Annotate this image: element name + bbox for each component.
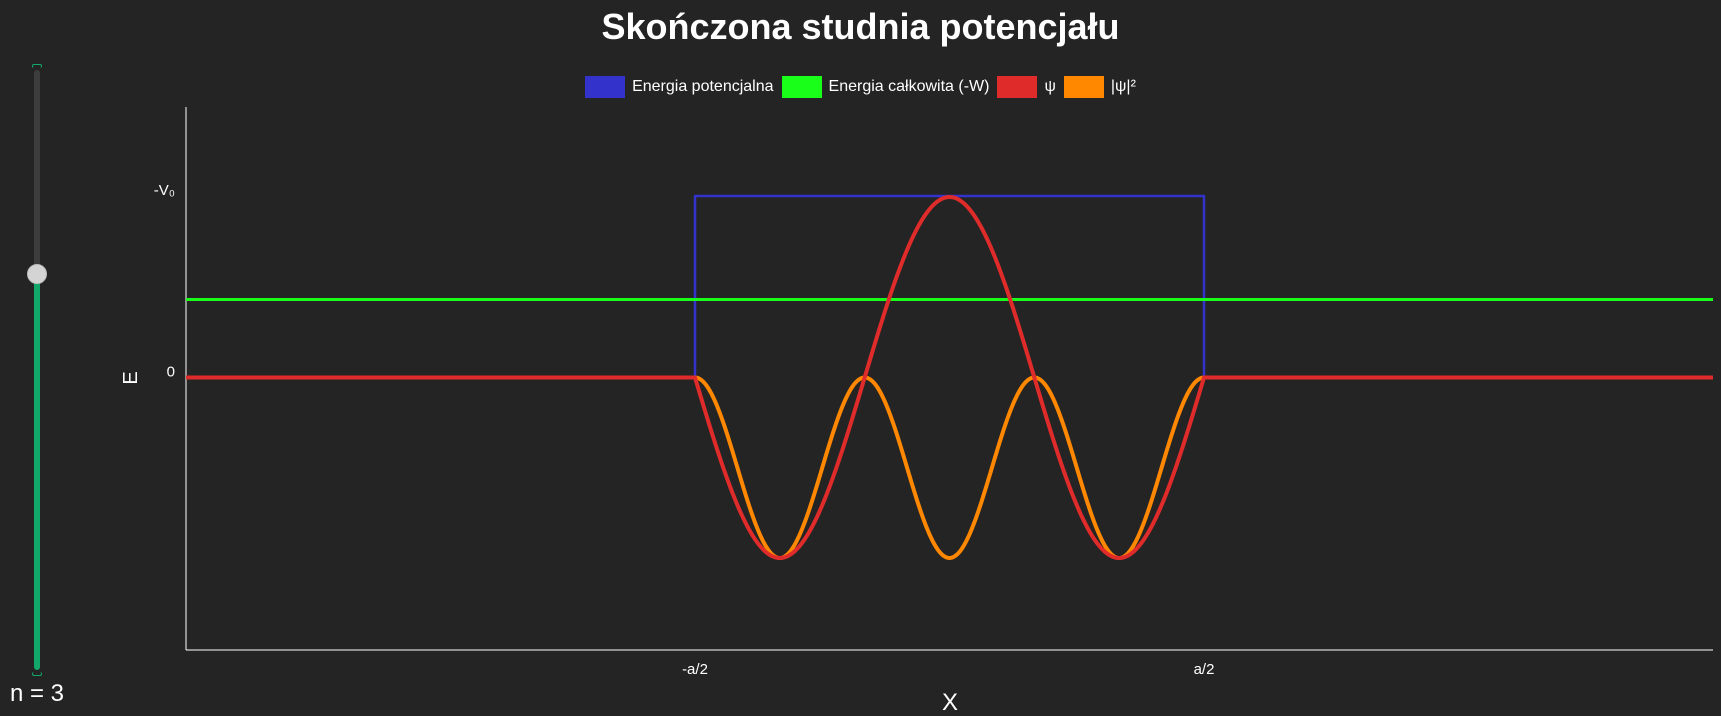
n-slider[interactable] bbox=[26, 64, 48, 676]
n-label-value: 3 bbox=[50, 680, 65, 707]
legend-item-potential: Energia potencjalna bbox=[585, 76, 774, 98]
y-axis-label: E bbox=[120, 371, 142, 384]
legend-swatch-psi_squared bbox=[1063, 76, 1104, 98]
slider-thumb[interactable] bbox=[27, 264, 47, 284]
legend-label-psi_squared: |ψ|² bbox=[1110, 78, 1136, 95]
psi-line bbox=[185, 195, 1714, 560]
legend-item-psi_squared: |ψ|² bbox=[1063, 76, 1136, 98]
x-tick-label: -a/2 bbox=[682, 661, 708, 678]
n-value-label: n = 3 bbox=[0, 680, 74, 708]
slider-cap-bottom bbox=[32, 672, 42, 676]
slider-track-upper[interactable] bbox=[34, 70, 40, 274]
chart-legend: Energia potencjalna Energia całkowita (-W… bbox=[0, 76, 1721, 98]
legend-swatch-potential bbox=[585, 76, 626, 98]
slider-track-lower[interactable] bbox=[34, 274, 40, 670]
series-layer bbox=[185, 194, 1714, 560]
legend-label-energy: Energia całkowita (-W) bbox=[828, 78, 990, 95]
y-tick-label: -V₀ bbox=[154, 182, 175, 199]
n-label-prefix: n = bbox=[9, 680, 51, 707]
legend-swatch-psi bbox=[997, 76, 1038, 98]
tick-layer: -a/2 a/2 0 -V₀ bbox=[154, 182, 1215, 678]
x-axis-label: X bbox=[942, 689, 958, 716]
legend-label-potential: Energia potencjalna bbox=[632, 78, 774, 95]
page-title: Skończona studnia potencjału bbox=[601, 6, 1120, 47]
legend-swatch-energy bbox=[781, 76, 822, 98]
x-tick-label: a/2 bbox=[1194, 661, 1215, 678]
psi-squared-line bbox=[185, 375, 1714, 560]
slider-cap-top bbox=[32, 64, 42, 68]
y-tick-label: 0 bbox=[167, 364, 175, 381]
legend-item-psi: ψ bbox=[997, 76, 1056, 98]
potential-energy-line bbox=[186, 194, 1713, 379]
legend-item-energy: Energia całkowita (-W) bbox=[781, 76, 990, 98]
legend-label-psi: ψ bbox=[1044, 78, 1056, 95]
